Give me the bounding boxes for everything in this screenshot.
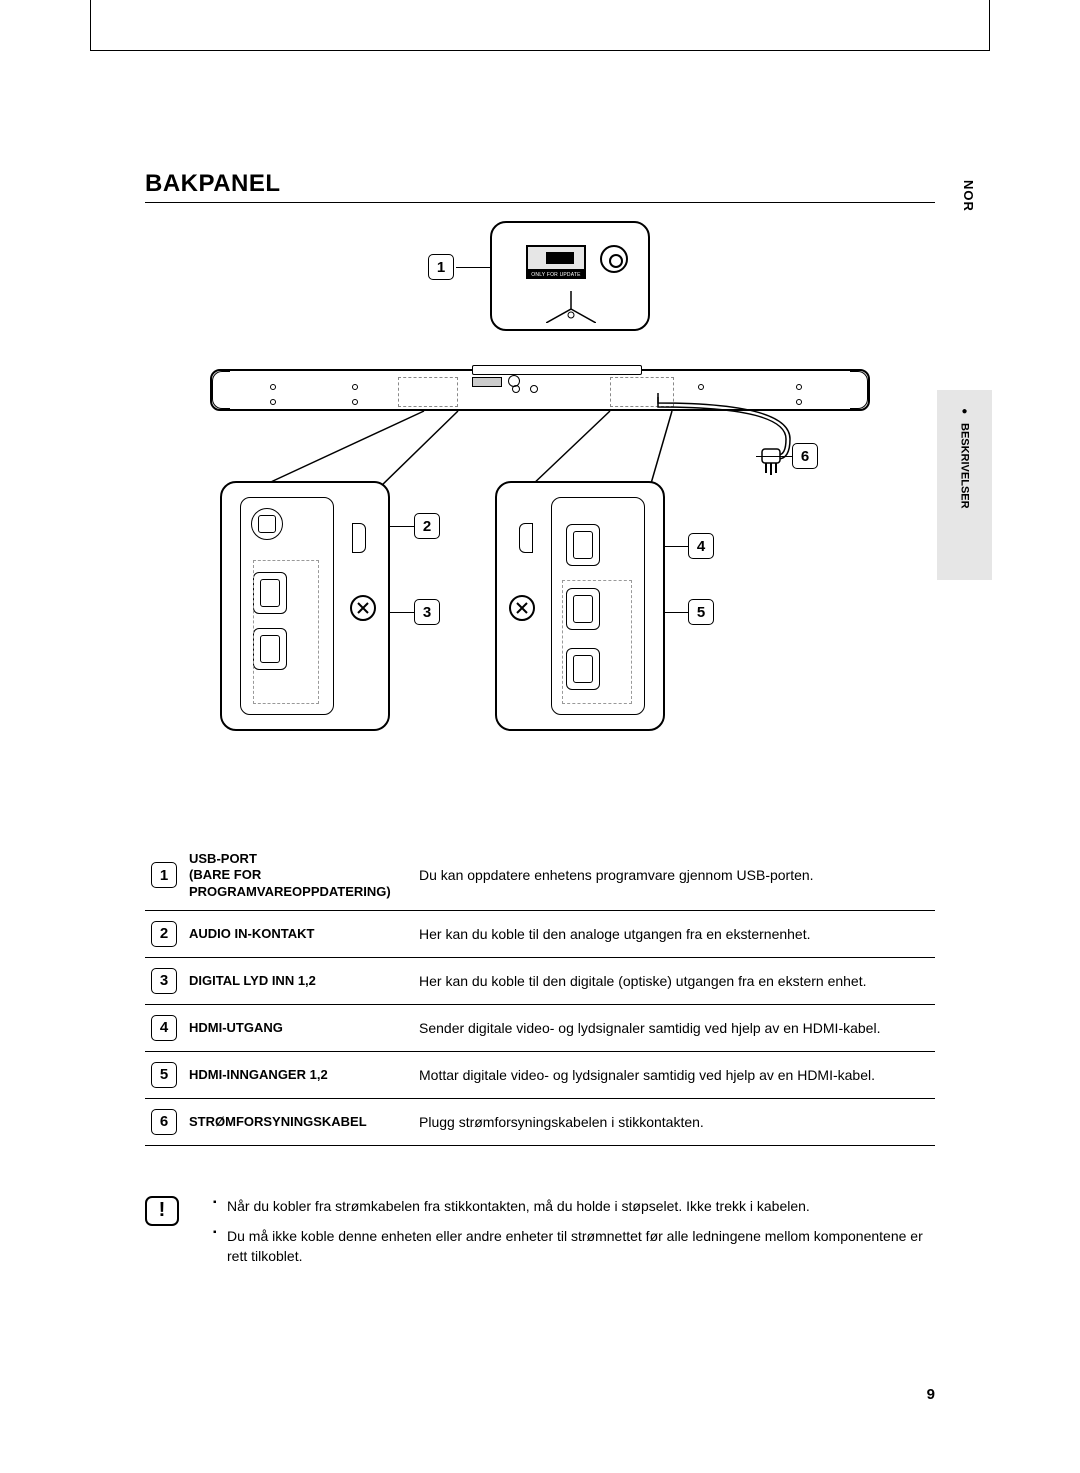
aux-jack-icon	[600, 245, 628, 273]
bar-endcap	[850, 371, 868, 409]
usb-port-icon	[526, 245, 586, 271]
power-cable-icon	[650, 389, 800, 489]
vent-grille	[472, 365, 642, 375]
callout-badge-2: 2	[414, 513, 440, 539]
leader-line	[664, 546, 688, 547]
callout-badge-4: 4	[688, 533, 714, 559]
usb-update-label: ONLY FOR UPDATE	[526, 271, 586, 279]
table-row: 2 AUDIO IN-KONTAKT Her kan du koble til …	[145, 910, 935, 957]
top-rule	[90, 50, 990, 51]
row-label: USB-PORT (BARE FOR PROGRAMVAREOPPDATERIN…	[183, 841, 413, 910]
row-num-badge: 3	[151, 968, 177, 994]
row-num-badge: 5	[151, 1062, 177, 1088]
bar-endcap	[212, 371, 230, 409]
table-row: 3 DIGITAL LYD INN 1,2 Her kan du koble t…	[145, 957, 935, 1004]
section-tab-inner: ● BESKRIVELSER	[959, 400, 971, 509]
row-desc: Her kan du koble til den analoge utgange…	[413, 910, 935, 957]
leader-line	[664, 612, 688, 613]
note-item: Når du kobler fra strømkabelen fra stikk…	[213, 1196, 935, 1216]
callout-num: 3	[423, 604, 431, 621]
callout-badge-3: 3	[414, 599, 440, 625]
row-num-badge: 6	[151, 1109, 177, 1135]
callout-num: 5	[697, 604, 705, 621]
content-area: BAKPANEL ONLY FOR UPDATE 1	[145, 170, 935, 1373]
table-row: 4 HDMI-UTGANG Sender digitale video- og …	[145, 1004, 935, 1051]
leader-line	[756, 456, 792, 457]
section-tab-label: BESKRIVELSER	[959, 423, 971, 509]
screw-icon	[270, 384, 276, 390]
port-group-dashed	[562, 580, 632, 704]
notch-icon	[519, 523, 533, 553]
zoom-left-panel	[220, 481, 390, 731]
row-desc: Sender digitale video- og lydsignaler sa…	[413, 1004, 935, 1051]
port-group-dashed	[253, 560, 319, 704]
row-label: STRØMFORSYNINGSKABEL	[183, 1098, 413, 1145]
callout-badge-6: 6	[792, 443, 818, 469]
table-row: 6 STRØMFORSYNINGSKABEL Plugg strømforsyn…	[145, 1098, 935, 1145]
callout-num: 6	[801, 448, 809, 465]
bullet-icon: ●	[959, 406, 970, 417]
table-row: 1 USB-PORT (BARE FOR PROGRAMVAREOPPDATER…	[145, 841, 935, 910]
row-label: AUDIO IN-KONTAKT	[183, 910, 413, 957]
section-title: BAKPANEL	[145, 170, 935, 203]
language-tab: NOR	[961, 180, 976, 212]
row-num-badge: 2	[151, 921, 177, 947]
usb-mini-icon	[472, 377, 502, 387]
callout-num: 4	[697, 538, 705, 555]
row-label: HDMI-UTGANG	[183, 1004, 413, 1051]
callout-num: 1	[437, 259, 445, 276]
row-label: DIGITAL LYD INN 1,2	[183, 957, 413, 1004]
row-desc: Du kan oppdatere enhetens programvare gj…	[413, 841, 935, 910]
hdmi-port-icon	[566, 524, 600, 566]
zoom-arrow-icon	[546, 291, 596, 323]
zoom-usb-panel: ONLY FOR UPDATE	[490, 221, 650, 331]
row-desc: Her kan du koble til den digitale (optis…	[413, 957, 935, 1004]
screw-cross-icon	[350, 595, 376, 621]
crop-marks	[0, 0, 1080, 60]
screw-icon	[352, 399, 358, 405]
note-item: Du må ikke koble denne enheten eller and…	[213, 1226, 935, 1267]
row-num-badge: 1	[151, 862, 177, 888]
row-num-badge: 4	[151, 1015, 177, 1041]
row-label: HDMI-INNGANGER 1,2	[183, 1051, 413, 1098]
leader-line	[456, 267, 490, 268]
callout-badge-1: 1	[428, 254, 454, 280]
screw-icon	[270, 399, 276, 405]
manual-page: NOR ● BESKRIVELSER BAKPANEL ONLY FOR UPD…	[0, 0, 1080, 1473]
page-number: 9	[927, 1386, 935, 1403]
notes-list: Når du kobler fra strømkabelen fra stikk…	[197, 1196, 935, 1277]
screw-cross-icon	[509, 595, 535, 621]
caution-icon: !	[145, 1196, 179, 1226]
notch-icon	[352, 523, 366, 553]
screw-icon	[352, 384, 358, 390]
leader-line	[388, 612, 414, 613]
row-desc: Plugg strømforsyningskabelen i stikkonta…	[413, 1098, 935, 1145]
callout-num: 2	[423, 518, 431, 535]
center-screws	[512, 385, 538, 393]
leader-line	[388, 526, 414, 527]
table-row: 5 HDMI-INNGANGER 1,2 Mottar digitale vid…	[145, 1051, 935, 1098]
audio-in-port-icon	[251, 508, 283, 540]
rear-panel-diagram: ONLY FOR UPDATE 1	[210, 221, 870, 781]
callout-table: 1 USB-PORT (BARE FOR PROGRAMVAREOPPDATER…	[145, 841, 935, 1146]
panel-body	[240, 497, 334, 715]
callout-badge-5: 5	[688, 599, 714, 625]
zoom-right-panel	[495, 481, 665, 731]
cross-icon	[356, 601, 370, 615]
row-desc: Mottar digitale video- og lydsignaler sa…	[413, 1051, 935, 1098]
section-tab: ● BESKRIVELSER	[937, 390, 992, 580]
port-region-dashed	[398, 377, 458, 407]
caution-notes: ! Når du kobler fra strømkabelen fra sti…	[145, 1196, 935, 1277]
cross-icon	[515, 601, 529, 615]
caution-glyph: !	[159, 1196, 166, 1225]
panel-body	[551, 497, 645, 715]
